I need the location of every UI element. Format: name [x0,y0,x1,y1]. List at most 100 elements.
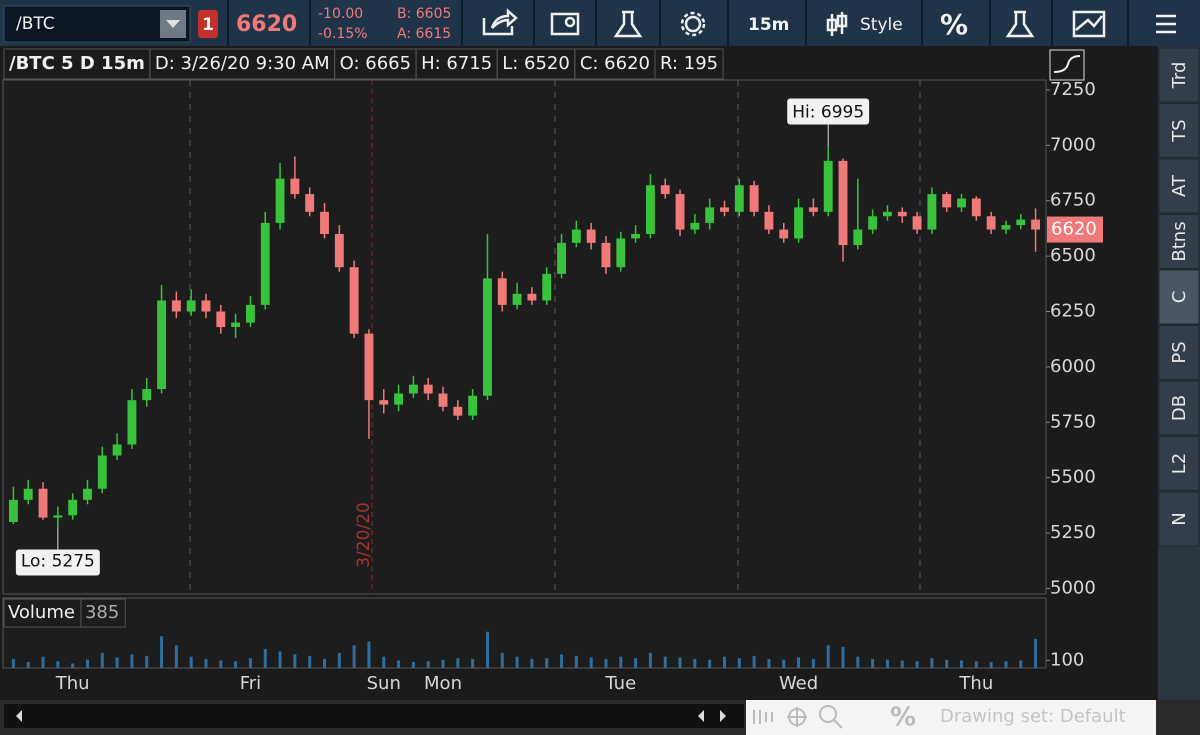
candle-body [838,160,848,246]
volume-bar [752,655,756,668]
date-marker: 3/20/20 [354,502,374,568]
volume-bar [337,652,341,668]
volume-title: Volume [8,602,75,623]
volume-bar [900,660,904,668]
volume-bar [515,656,519,668]
drawing-icons[interactable] [753,705,843,729]
candle-body [231,322,241,328]
candle-body [349,267,359,334]
sidebar-tab-label: L2 [1169,453,1190,474]
volume-last: 385 [85,602,119,623]
candle-body [912,216,922,230]
badge-box[interactable] [198,10,218,38]
percent-tool[interactable]: % [890,703,916,733]
interval[interactable]: 15m [748,15,789,35]
volume-tick-label: 100 [1050,649,1084,670]
candle-body [823,160,833,212]
symbol-box[interactable] [3,5,191,43]
header-field: C: 6620 [580,53,650,74]
candle-body [897,211,907,217]
candle-body [305,194,315,212]
volume-bar [648,652,652,668]
candle-body [1031,219,1041,230]
scale-icon [1053,55,1081,73]
sidebar-tab[interactable] [1158,325,1200,380]
candle-body [527,293,537,301]
volume-bar [722,656,726,668]
candle-body [720,207,729,212]
candle-body [794,207,804,239]
volume-bar [100,652,104,668]
volume-bar [574,655,578,668]
candle-body [986,216,996,230]
candle-body [734,185,744,212]
sidebar-tab[interactable] [1158,214,1200,269]
drawing-set[interactable]: Drawing set: Default [940,706,1126,727]
volume-bar [589,657,593,668]
sidebar-tab[interactable] [1158,491,1200,547]
sidebar-tab[interactable] [1158,103,1200,158]
candle-body [853,229,863,246]
volume-bar [71,663,75,668]
volume-bar [945,659,949,668]
volume-bar [189,656,193,668]
volume-bar [411,661,415,668]
candle-body [557,242,566,274]
candle-body [1001,225,1011,230]
volume-bar [308,655,312,668]
style-button[interactable]: Style [860,15,903,35]
volume-bar [989,661,993,668]
volume-bar [263,649,267,668]
volume-bar [248,658,252,668]
volume-bar [693,658,697,668]
sidebar-tab[interactable] [1158,436,1200,491]
ask: A: 6615 [397,26,451,42]
sidebar-tab[interactable] [1158,269,1200,325]
y-tick-label: 6000 [1050,356,1096,377]
header-field: R: 195 [660,53,718,74]
candle-body [23,488,33,500]
percent-button[interactable]: % [940,8,968,41]
candle-body [186,300,196,312]
scrollbar[interactable] [4,704,744,728]
candle-body [705,207,715,223]
volume-bar [1019,660,1023,668]
candle-body [616,238,626,268]
y-tick-label: 5750 [1050,411,1096,432]
candle-body [394,393,404,405]
sidebar-tab-label: Trd [1169,62,1190,90]
candle-body [883,211,892,217]
volume-bar [441,659,445,668]
sidebar-tab-label: TS [1169,119,1190,142]
hi_marker-box [787,98,870,125]
candle-body [290,178,300,195]
day-separators [189,80,921,594]
candle-body [542,273,552,301]
sidebar-tab[interactable] [1158,380,1200,436]
candle-body [379,400,389,405]
volume-bar [737,658,741,668]
sidebar-tab[interactable] [1158,47,1200,103]
toolbar-icons[interactable] [482,8,1176,38]
candle-body [779,229,789,239]
volume-bar [367,641,371,668]
hi_marker: Hi: 6995 [787,98,870,125]
sidebar-tab[interactable] [1158,158,1200,214]
candle-body [423,384,433,394]
volume-bar [767,658,771,668]
candle-body [8,499,18,522]
volume-bar [234,661,238,668]
volume-bar [678,657,682,668]
lo_marker-label: Lo: 5275 [21,552,95,572]
volume-bar [426,661,430,668]
volume-bar [1034,638,1038,668]
volume-bar [160,636,164,668]
dropdown-arrow [166,20,180,28]
lo_marker: Lo: 5275 [15,549,100,576]
volume-bar [545,658,549,668]
candle-body [364,333,374,401]
candle-body [1016,219,1026,226]
candle-body [97,455,107,489]
volume-bar [278,651,282,668]
last-price-label: 6620 [1051,219,1097,240]
